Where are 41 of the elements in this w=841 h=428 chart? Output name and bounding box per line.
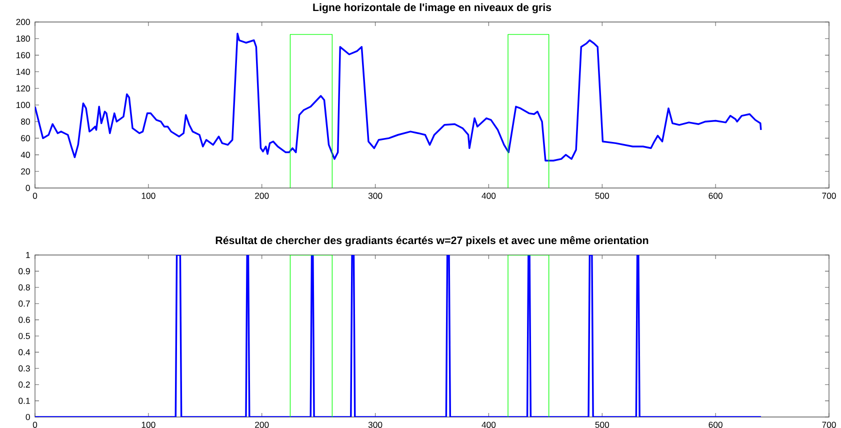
x-tick-label: 300: [368, 192, 382, 199]
y-tick-label: 80: [21, 118, 30, 125]
x-tick-label: 500: [595, 192, 610, 199]
x-tick-label: 100: [142, 192, 156, 199]
chart-title: Ligne horizontale de l'image en niveaux de gris: [313, 3, 552, 14]
x-tick-label: 500: [595, 422, 610, 428]
x-tick-label: 700: [822, 192, 836, 199]
y-tick-label: 60: [21, 135, 30, 142]
x-tick-label: 400: [482, 422, 496, 428]
y-tick-label: 180: [16, 36, 30, 42]
y-tick-label: 0.8: [18, 284, 30, 290]
y-tick-label: 200: [16, 18, 30, 26]
y-tick-label: 20: [21, 168, 30, 174]
y-tick-label: 0: [26, 184, 30, 192]
y-tick-label: 0.9: [18, 268, 30, 274]
x-tick-label: 400: [482, 192, 496, 199]
x-tick-label: 100: [142, 422, 156, 428]
y-tick-label: 0.4: [18, 349, 30, 356]
y-tick-label: 160: [16, 52, 30, 58]
y-tick-label: 0.6: [18, 316, 30, 323]
x-tick-label: 700: [822, 422, 836, 428]
y-tick-label: 0.1: [18, 398, 30, 404]
y-tick-label: 0: [26, 414, 30, 420]
x-tick-label: 200: [255, 192, 269, 199]
y-tick-label: 140: [16, 68, 30, 75]
y-tick-label: 40: [20, 152, 30, 158]
y-tick-label: 120: [16, 85, 30, 92]
y-tick-label: 0.7: [18, 300, 30, 307]
x-tick-label: 0: [32, 422, 38, 428]
y-tick-label: 0.3: [18, 365, 30, 372]
line-series: [35, 32, 762, 162]
x-tick-label: 300: [368, 422, 382, 428]
x-tick-label: 600: [708, 422, 722, 428]
x-tick-label: 0: [32, 192, 38, 199]
y-tick-label: 100: [16, 102, 30, 108]
x-tick-label: 200: [255, 422, 269, 428]
chart-title: Résultat de chercher des gradiants écartés w=27 pixels et avec une même orientation: [216, 236, 648, 246]
y-tick-label: 0.2: [18, 382, 30, 388]
x-tick-label: 600: [708, 192, 722, 199]
y-tick-label: 0.5: [18, 332, 30, 340]
y-tick-label: 1: [26, 252, 30, 258]
